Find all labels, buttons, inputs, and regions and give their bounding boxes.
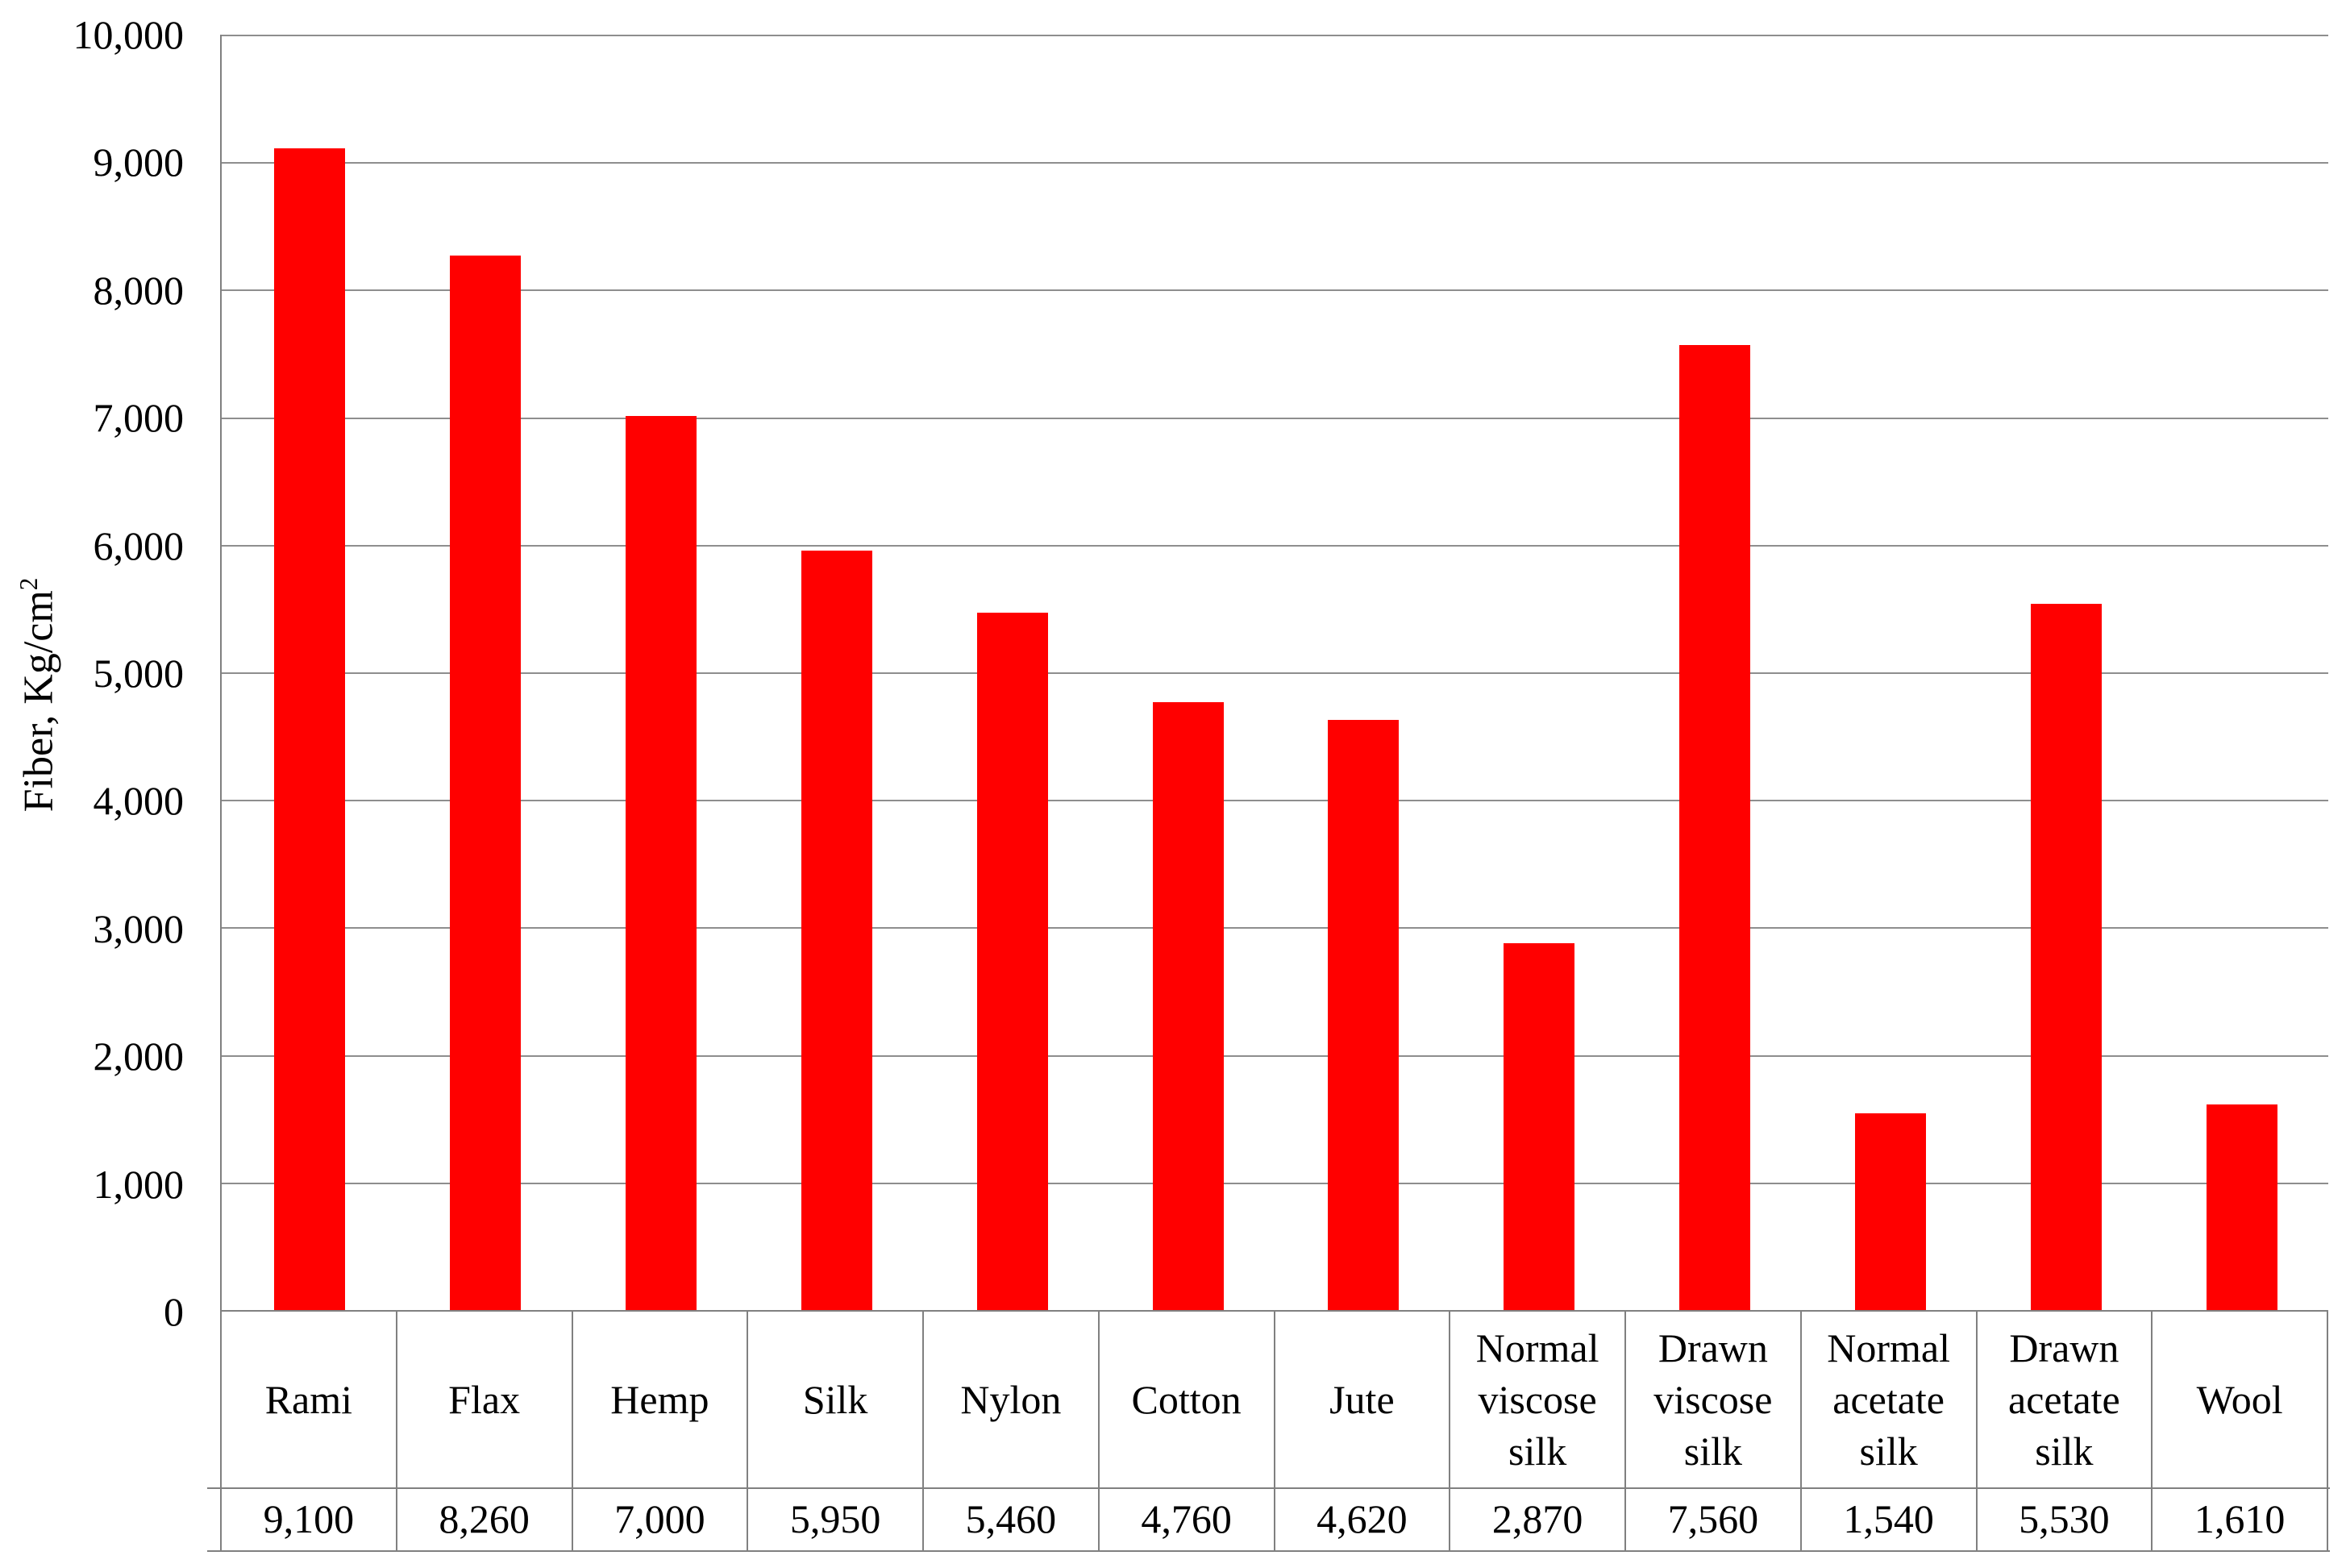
bar bbox=[625, 416, 697, 1310]
y-axis-tick-label: 7,000 bbox=[93, 395, 185, 441]
gridline bbox=[222, 289, 2328, 292]
y-axis-tick-label: 8,000 bbox=[93, 267, 185, 313]
bars bbox=[222, 35, 2328, 1310]
gridline bbox=[222, 800, 2328, 802]
plot-area bbox=[220, 35, 2328, 1312]
category-cell: Normal viscose silk bbox=[1450, 1312, 1626, 1487]
category-cell: Silk bbox=[748, 1312, 924, 1487]
value-cell: 4,760 bbox=[1100, 1487, 1275, 1550]
y-axis-tick-label: 0 bbox=[164, 1289, 184, 1334]
bar bbox=[1855, 1113, 1927, 1310]
bar bbox=[2207, 1104, 2278, 1310]
bar bbox=[976, 613, 1048, 1310]
bar bbox=[1679, 344, 1751, 1310]
value-cell: 7,560 bbox=[1626, 1487, 1802, 1550]
bar bbox=[1504, 943, 1575, 1310]
value-cell: 5,530 bbox=[1978, 1487, 2153, 1550]
value-cell: 2,870 bbox=[1450, 1487, 1626, 1550]
y-axis-tick-labels: 10,000 9,000 8,000 7,000 6,000 5,000 4,000 3,00… bbox=[0, 0, 185, 1568]
gridline bbox=[222, 162, 2328, 164]
category-cell: Cotton bbox=[1100, 1312, 1275, 1487]
category-cell: Drawn viscose silk bbox=[1626, 1312, 1802, 1487]
data-table-row-divider bbox=[207, 1487, 2330, 1489]
value-cell: 1,610 bbox=[2153, 1487, 2328, 1550]
bar bbox=[2031, 604, 2103, 1310]
category-cell: Hemp bbox=[573, 1312, 749, 1487]
y-axis-tick-label: 10,000 bbox=[73, 12, 185, 57]
value-cell: 8,260 bbox=[397, 1487, 573, 1550]
value-cell: 1,540 bbox=[1802, 1487, 1978, 1550]
category-cell: Drawn acetate silk bbox=[1978, 1312, 2153, 1487]
y-axis-tick-label: 2,000 bbox=[93, 1034, 185, 1079]
gridline bbox=[222, 927, 2328, 930]
gridline bbox=[222, 1182, 2328, 1184]
bar bbox=[1152, 702, 1224, 1310]
y-axis-tick-label: 3,000 bbox=[93, 905, 185, 951]
y-axis-tick-label: 1,000 bbox=[93, 1161, 185, 1207]
category-cell: Wool bbox=[2153, 1312, 2328, 1487]
category-cell: Jute bbox=[1275, 1312, 1451, 1487]
value-cell: 9,100 bbox=[222, 1487, 397, 1550]
value-cell: 4,620 bbox=[1275, 1487, 1451, 1550]
y-axis-tick-label: 6,000 bbox=[93, 522, 185, 568]
category-cell: Normal acetate silk bbox=[1802, 1312, 1978, 1487]
category-cell: Flax bbox=[397, 1312, 573, 1487]
gridline bbox=[222, 35, 2328, 36]
gridline bbox=[222, 544, 2328, 547]
gridline bbox=[222, 417, 2328, 419]
data-table-bottom-border bbox=[207, 1550, 2330, 1552]
category-cell: Nylon bbox=[924, 1312, 1100, 1487]
value-cell: 5,950 bbox=[748, 1487, 924, 1550]
bar bbox=[449, 255, 521, 1310]
y-axis-tick-label: 4,000 bbox=[93, 778, 185, 824]
gridline bbox=[222, 1054, 2328, 1057]
bar bbox=[801, 550, 872, 1310]
y-axis-tick-label: 5,000 bbox=[93, 651, 185, 696]
category-cell: Rami bbox=[222, 1312, 397, 1487]
y-axis-tick-label: 9,000 bbox=[93, 139, 185, 185]
value-cell: 5,460 bbox=[924, 1487, 1100, 1550]
bar bbox=[1328, 720, 1400, 1310]
bar bbox=[273, 148, 345, 1310]
value-cell: 7,000 bbox=[573, 1487, 749, 1550]
gridline bbox=[222, 672, 2328, 674]
data-table-value-row: 9,100 8,260 7,000 5,950 5,460 4,760 4,620 2,870… bbox=[220, 1487, 2328, 1550]
data-table-category-row: Rami Flax Hemp Silk Nylon Cotton Jute Normal vi… bbox=[220, 1312, 2328, 1487]
